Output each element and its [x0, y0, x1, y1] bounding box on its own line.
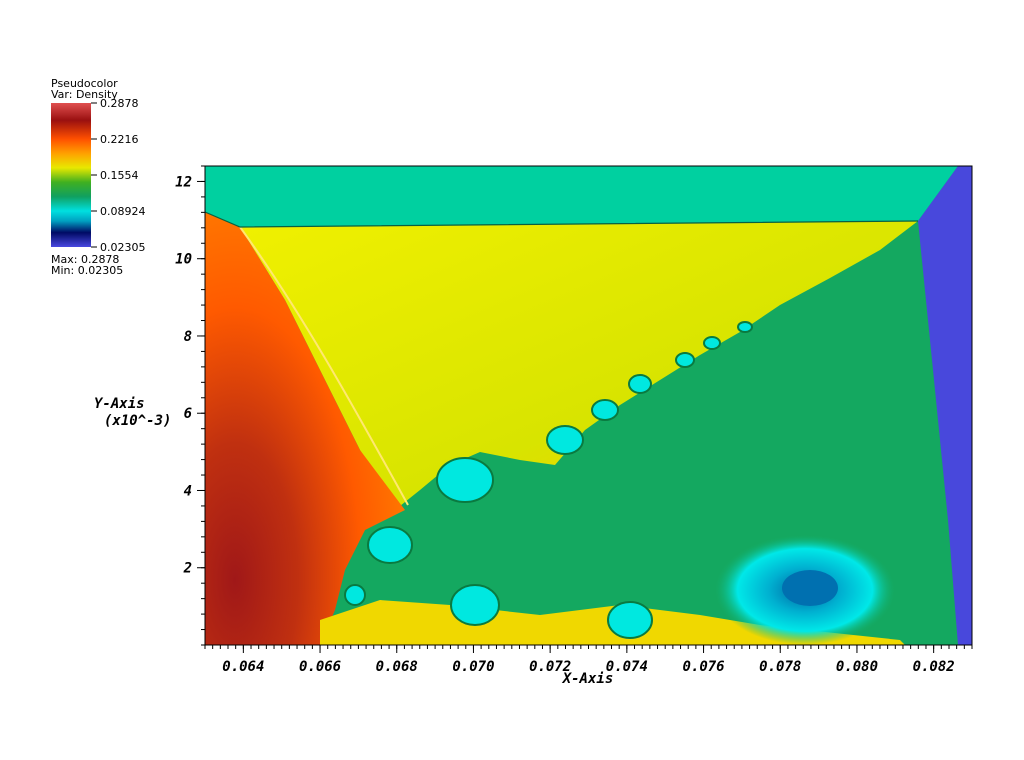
- legend-max: Max: 0.2878: [51, 253, 119, 266]
- x-tick-label: 0.082: [913, 659, 955, 675]
- x-tick-label: 0.074: [606, 659, 648, 675]
- yellow-region: [240, 221, 918, 510]
- colorbar-legend: Pseudocolor Var: Density 0.2878 0.2216 0.1…: [51, 77, 146, 277]
- y-tick-label: 8: [184, 329, 192, 345]
- right-band-region: [918, 166, 972, 645]
- legend-min: Min: 0.02305: [51, 264, 123, 277]
- cyan-eddy-core: [782, 570, 838, 606]
- x-tick-label: 0.064: [222, 659, 264, 675]
- colorbar-tick-label: 0.02305: [100, 241, 146, 254]
- y-axis-title: Y-Axis: [94, 396, 145, 412]
- y-tick-label: 12: [175, 174, 192, 190]
- x-tick-label: 0.076: [682, 659, 724, 675]
- y-axis: 2 4 6 8 10 12: [175, 165, 205, 646]
- colorbar-tick-label: 0.2216: [100, 133, 139, 146]
- shock-front: [239, 226, 409, 506]
- vortex-chain: [344, 321, 753, 639]
- top-band-region: [205, 166, 958, 227]
- shocked-left-region: [205, 212, 405, 645]
- x-axis: 0.064 0.066 0.068 0.070 0.072 0.074 0.076 0.078…: [204, 645, 973, 675]
- y-axis-scale: (x10^-3): [104, 413, 171, 429]
- legend-variable: Var: Density: [51, 88, 118, 101]
- colorbar-tick-label: 0.2878: [100, 97, 139, 110]
- x-tick-label: 0.072: [529, 659, 571, 675]
- top-interface: [205, 211, 919, 228]
- y-tick-label: 6: [184, 406, 192, 422]
- x-tick-label: 0.078: [759, 659, 801, 675]
- x-tick-label: 0.068: [376, 659, 418, 675]
- legend-title: Pseudocolor: [51, 77, 118, 90]
- x-tick-label: 0.070: [452, 659, 494, 675]
- x-axis-title: X-Axis: [562, 671, 614, 687]
- y-tick-label: 2: [183, 561, 192, 577]
- colorbar-tick-label: 0.1554: [100, 169, 139, 182]
- density-field: [205, 166, 972, 645]
- x-tick-label: 0.066: [299, 659, 341, 675]
- colorbar-tick-label: 0.08924: [100, 205, 146, 218]
- y-tick-label: 10: [175, 252, 192, 268]
- y-tick-label: 4: [184, 483, 192, 499]
- colorbar: [51, 103, 91, 247]
- x-tick-label: 0.080: [836, 659, 878, 675]
- colorbar-ticks: 0.2878 0.2216 0.1554 0.08924 0.02305: [91, 97, 146, 254]
